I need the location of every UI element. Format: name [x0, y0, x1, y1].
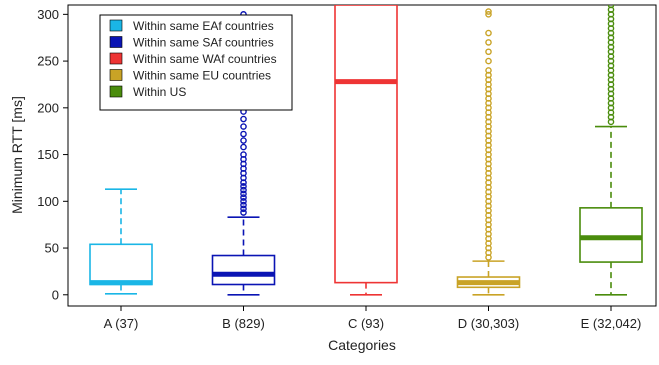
box-1	[89, 188, 153, 295]
y-tick-label: 150	[37, 147, 59, 162]
outlier-point	[240, 209, 247, 216]
outlier-point	[485, 67, 492, 74]
outlier-point	[240, 123, 247, 130]
x-tick-label: C (93)	[348, 316, 384, 331]
box-5	[579, 5, 643, 296]
outlier-point	[485, 29, 492, 37]
legend-swatch	[109, 52, 123, 65]
legend-label: Within same SAf countries	[133, 36, 274, 50]
y-tick-label: 50	[45, 241, 59, 256]
iqr-box	[579, 207, 643, 263]
y-axis: 0 50 100 150 200 250 300	[37, 7, 68, 302]
outlier-point	[240, 186, 247, 194]
outlier-point	[240, 194, 247, 201]
y-tick-label: 200	[37, 100, 59, 115]
legend-label: Within same EAf countries	[133, 19, 274, 33]
legend-label: Within US	[133, 85, 186, 99]
outlier-point	[240, 137, 247, 144]
outlier-point	[485, 8, 492, 15]
legend-swatch	[109, 85, 123, 98]
iqr-box	[211, 254, 276, 286]
iqr-box	[334, 5, 398, 284]
outlier-point	[607, 5, 615, 9]
outlier-point	[485, 57, 492, 65]
legend-swatch	[109, 69, 123, 81]
y-tick-label: 0	[52, 287, 59, 302]
x-axis-title: Categories	[328, 337, 396, 353]
y-tick-label: 300	[37, 7, 59, 22]
legend-swatch	[109, 36, 123, 48]
x-tick-label: E (32,042)	[581, 316, 642, 331]
outlier-point	[485, 48, 492, 56]
x-tick-label: D (30,303)	[458, 316, 519, 331]
outlier-point	[485, 11, 492, 18]
y-tick-label: 250	[37, 54, 59, 69]
outlier-point	[240, 201, 247, 209]
outlier-point	[240, 151, 247, 158]
outlier-point	[240, 143, 247, 151]
box-4	[456, 8, 521, 296]
legend-label: Within same WAf countries	[133, 52, 277, 66]
outlier-point	[240, 205, 247, 213]
outlier-point	[240, 115, 247, 123]
box-2	[211, 11, 276, 296]
outlier-point	[240, 183, 247, 190]
outlier-point	[240, 130, 247, 138]
outlier-point	[240, 198, 247, 205]
outlier-point	[485, 39, 492, 46]
y-axis-title: Minimum RTT [ms]	[9, 96, 25, 214]
outlier-point	[240, 190, 247, 198]
legend-label: Within same EU countries	[133, 69, 271, 83]
iqr-box	[89, 243, 153, 286]
y-tick-label: 100	[37, 194, 59, 209]
legend: Within same EAf countries Within same SAf…	[99, 14, 293, 111]
x-axis: A (37) B (829) C (93) D (30,303) E (32,042)	[104, 306, 642, 331]
box-3	[334, 5, 398, 296]
legend-swatch	[109, 19, 123, 32]
legend-frame	[99, 14, 293, 111]
x-tick-label: B (829)	[222, 316, 265, 331]
x-tick-label: A (37)	[104, 316, 139, 331]
boxes-layer	[89, 5, 643, 296]
